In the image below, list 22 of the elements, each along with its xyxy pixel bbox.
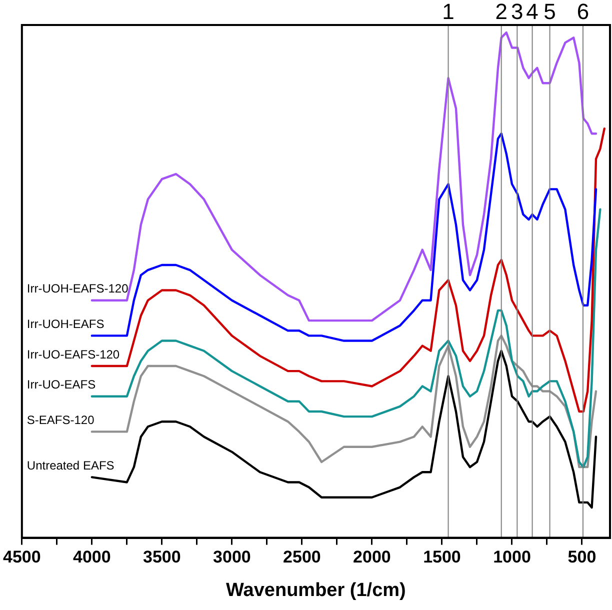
series-label: Untreated EAFS [26, 458, 114, 472]
x-tick-label: 500 [568, 548, 596, 567]
x-tick-label: 4000 [73, 548, 111, 567]
x-tick-label: 3000 [213, 548, 251, 567]
text: 1 [442, 0, 454, 24]
x-tick-label: 3500 [143, 548, 181, 567]
series-label: S-EAFS-120 [26, 413, 95, 428]
text: 3 [511, 0, 524, 24]
text: 6 [576, 0, 590, 24]
x-tick-label: 1500 [423, 548, 461, 567]
text: 4 [526, 0, 538, 24]
x-tick-label: 1000 [493, 548, 531, 567]
text: 5 [544, 0, 556, 24]
series-label: Irr-UOH-EAFS [26, 317, 104, 332]
x-axis-title: Wavenumber (1/cm) [226, 580, 406, 601]
series-label: Irr-UO-EAFS-120 [26, 347, 120, 362]
x-tick-label: 2500 [283, 548, 321, 567]
x-tick-label: 2000 [353, 548, 391, 567]
series-label: Irr-UOH-EAFS-120 [26, 282, 129, 296]
text: 2 [495, 0, 508, 24]
x-tick-label: 4500 [2, 548, 41, 567]
series-label: Irr-UO-EAFS [26, 378, 96, 392]
